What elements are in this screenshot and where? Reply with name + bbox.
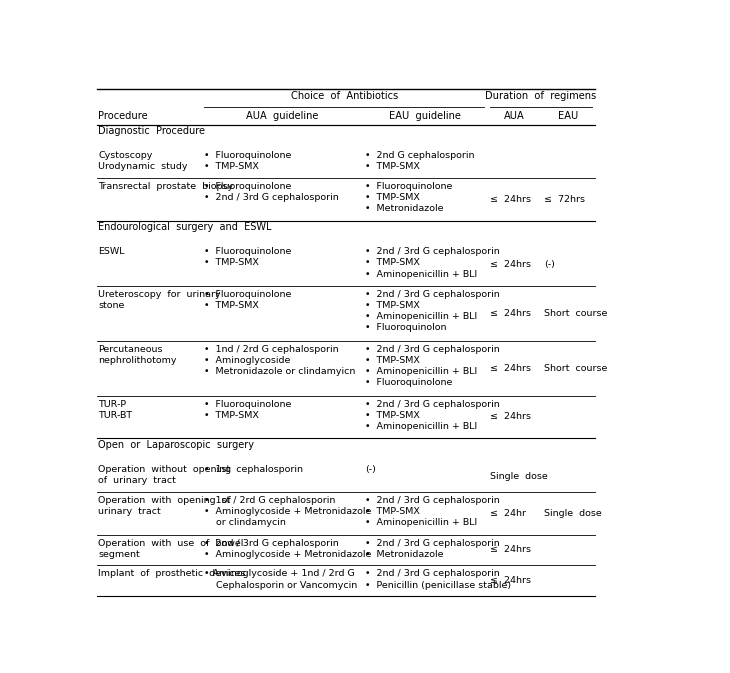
Text: Endourological  surgery  and  ESWL: Endourological surgery and ESWL xyxy=(98,223,272,232)
Text: •  Fluoroquinolone
•  TMP-SMX
•  Metronidazole: • Fluoroquinolone • TMP-SMX • Metronidaz… xyxy=(365,182,453,213)
Text: •  Fluoroquinolone
•  2nd / 3rd G cephalosporin: • Fluoroquinolone • 2nd / 3rd G cephalos… xyxy=(204,182,339,202)
Text: EAU  guideline: EAU guideline xyxy=(389,111,461,121)
Text: ≤  24hrs: ≤ 24hrs xyxy=(490,413,531,421)
Text: Operation  with  use  of  bowel
segment: Operation with use of bowel segment xyxy=(98,538,243,559)
Text: Duration  of  regimens: Duration of regimens xyxy=(485,91,596,100)
Text: (-): (-) xyxy=(365,465,376,474)
Text: •  2nd / 3rd G cephalosporin
•  TMP-SMX
•  Aminopenicillin + BLI: • 2nd / 3rd G cephalosporin • TMP-SMX • … xyxy=(365,400,500,431)
Text: •  2nd G cephalosporin
•  TMP-SMX: • 2nd G cephalosporin • TMP-SMX xyxy=(365,151,474,172)
Text: •  2nd / 3rd G cephalosporin
•  Metronidazole: • 2nd / 3rd G cephalosporin • Metronidaz… xyxy=(365,538,500,559)
Text: TUR-P
TUR-BT: TUR-P TUR-BT xyxy=(98,400,132,420)
Text: Choice  of  Antibiotics: Choice of Antibiotics xyxy=(291,91,398,100)
Text: Short  course: Short course xyxy=(544,363,607,373)
Text: ESWL: ESWL xyxy=(98,247,125,256)
Text: •  Fluoroquinolone
•  TMP-SMX: • Fluoroquinolone • TMP-SMX xyxy=(204,290,291,310)
Text: ≤  24hrs: ≤ 24hrs xyxy=(490,309,531,318)
Text: •  2nd / 3rd G cephalosporin
•  TMP-SMX
•  Aminopenicillin + BLI
•  Fluoroquinol: • 2nd / 3rd G cephalosporin • TMP-SMX • … xyxy=(365,345,500,387)
Text: Open  or  Laparoscopic  surgery: Open or Laparoscopic surgery xyxy=(98,440,254,450)
Text: AUA  guideline: AUA guideline xyxy=(246,111,318,121)
Text: Operation  without  opening
of  urinary  tract: Operation without opening of urinary tra… xyxy=(98,465,231,485)
Text: •  2nd / 3rd G cephalosporin
•  TMP-SMX
•  Aminopenicillin + BLI: • 2nd / 3rd G cephalosporin • TMP-SMX • … xyxy=(365,247,500,279)
Text: • Aminoglycoside + 1nd / 2rd G
    Cephalosporin or Vancomycin: • Aminoglycoside + 1nd / 2rd G Cephalosp… xyxy=(204,569,357,590)
Text: •  Fluoroquinolone
•  TMP-SMX: • Fluoroquinolone • TMP-SMX xyxy=(204,151,291,172)
Text: •  1st / 2rd G cephalosporin
•  Aminoglycoside + Metronidazole
    or clindamyci: • 1st / 2rd G cephalosporin • Aminoglyco… xyxy=(204,496,372,527)
Text: Percutaneous
nephrolithotomy: Percutaneous nephrolithotomy xyxy=(98,345,177,365)
Text: ≤  24hrs: ≤ 24hrs xyxy=(490,576,531,586)
Text: •  1nd / 2rd G cephalosporin
•  Aminoglycoside
•  Metronidazole or clindamyicn: • 1nd / 2rd G cephalosporin • Aminoglyco… xyxy=(204,345,356,376)
Text: Cystoscopy
Urodynamic  study: Cystoscopy Urodynamic study xyxy=(98,151,188,172)
Text: ≤  24hr: ≤ 24hr xyxy=(490,509,526,518)
Text: •  Fluoroquinolone
•  TMP-SMX: • Fluoroquinolone • TMP-SMX xyxy=(204,247,291,267)
Text: •  Fluoroquinolone
•  TMP-SMX: • Fluoroquinolone • TMP-SMX xyxy=(204,400,291,420)
Text: EAU: EAU xyxy=(558,111,578,121)
Text: •  2nd / 3rd G cephalosporin
•  TMP-SMX
•  Aminopenicillin + BLI: • 2nd / 3rd G cephalosporin • TMP-SMX • … xyxy=(365,496,500,527)
Text: Transrectal  prostate  biopsy: Transrectal prostate biopsy xyxy=(98,182,233,191)
Text: AUA: AUA xyxy=(504,111,525,121)
Text: (-): (-) xyxy=(544,260,555,269)
Text: •  2nd / 3rd G cephalosporin
•  Aminoglycoside + Metronidazole: • 2nd / 3rd G cephalosporin • Aminoglyco… xyxy=(204,538,372,559)
Text: Single  dose: Single dose xyxy=(544,509,602,518)
Text: Procedure: Procedure xyxy=(98,111,147,121)
Text: ≤  72hrs: ≤ 72hrs xyxy=(544,195,585,204)
Text: Implant  of  prosthetic  devices: Implant of prosthetic devices xyxy=(98,569,245,579)
Text: •  1st  cephalosporin: • 1st cephalosporin xyxy=(204,465,303,474)
Text: Ureteroscopy  for  urinary
stone: Ureteroscopy for urinary stone xyxy=(98,290,220,310)
Text: Operation  with  opening  of
urinary  tract: Operation with opening of urinary tract xyxy=(98,496,231,516)
Text: ≤  24hrs: ≤ 24hrs xyxy=(490,363,531,373)
Text: ≤  24hrs: ≤ 24hrs xyxy=(490,260,531,269)
Text: ≤  24hrs: ≤ 24hrs xyxy=(490,546,531,555)
Text: •  2nd / 3rd G cephalosporin
•  TMP-SMX
•  Aminopenicillin + BLI
•  Fluoroquinol: • 2nd / 3rd G cephalosporin • TMP-SMX • … xyxy=(365,290,500,332)
Text: ≤  24hrs: ≤ 24hrs xyxy=(490,195,531,204)
Text: •  2nd / 3rd G cephalosporin
•  Penicillin (penicillase stable): • 2nd / 3rd G cephalosporin • Penicillin… xyxy=(365,569,511,590)
Text: Short  course: Short course xyxy=(544,309,607,318)
Text: Single  dose: Single dose xyxy=(490,472,548,481)
Text: Diagnostic  Procedure: Diagnostic Procedure xyxy=(98,127,205,137)
